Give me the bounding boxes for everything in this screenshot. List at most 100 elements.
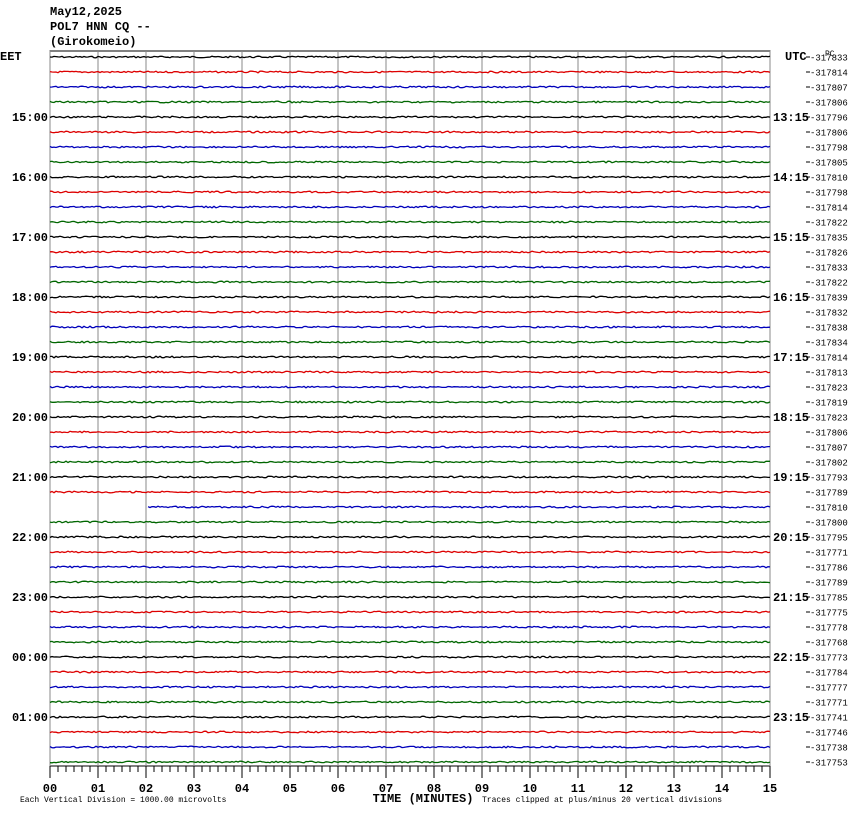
trace (49, 745, 771, 749)
x-tick-label: 07 (379, 782, 393, 796)
utc-hour: 22:15 (773, 651, 809, 665)
trace-offset: -317800 (810, 518, 848, 528)
right-heading: UTC (785, 50, 807, 64)
trace (49, 265, 771, 269)
trace-offset: -317839 (810, 293, 848, 303)
eet-hour: 21:00 (12, 471, 48, 485)
x-tick-label: 08 (427, 782, 441, 796)
trace (49, 670, 770, 674)
eet-hour: 17:00 (12, 231, 48, 245)
eet-hour: 20:00 (12, 411, 48, 425)
trace-offset: -317775 (810, 608, 848, 618)
trace-offset: -317806 (810, 428, 848, 438)
trace-offset: -317789 (810, 488, 848, 498)
trace-offset: -317834 (810, 338, 848, 348)
x-tick-label: 14 (715, 782, 729, 796)
utc-hour: 21:15 (773, 591, 809, 605)
x-tick-label: 10 (523, 782, 537, 796)
trace (49, 715, 771, 719)
trace (49, 310, 771, 314)
trace (49, 640, 771, 644)
x-tick-label: 01 (91, 782, 105, 796)
trace (49, 115, 771, 119)
trace-offset: -317771 (810, 548, 848, 558)
x-tick-label: 11 (571, 782, 585, 796)
trace-offset: -317832 (810, 308, 848, 318)
utc-hour: 20:15 (773, 531, 809, 545)
utc-hour: 15:15 (773, 231, 809, 245)
trace (49, 415, 771, 419)
left-heading: EET (0, 50, 22, 64)
clip-note: Traces clipped at plus/minus 20 vertical… (482, 796, 722, 805)
trace-offset: -317838 (810, 323, 848, 333)
trace (49, 760, 771, 764)
trace (49, 565, 771, 569)
trace (49, 250, 771, 254)
utc-hour: 16:15 (773, 291, 809, 305)
trace-offset: -317798 (810, 143, 848, 153)
trace (49, 655, 771, 659)
trace (49, 190, 771, 194)
location: (Girokomeio) (50, 35, 136, 49)
utc-hour: 14:15 (773, 171, 809, 185)
utc-hour: 13:15 (773, 111, 809, 125)
trace (49, 550, 771, 554)
x-tick-label: 03 (187, 782, 201, 796)
trace-offset: -317810 (810, 173, 848, 183)
utc-hour: 23:15 (773, 711, 809, 725)
eet-hour: 23:00 (12, 591, 48, 605)
trace-offset: -317806 (810, 98, 848, 108)
trace (49, 340, 771, 344)
trace-offset: -317778 (810, 623, 848, 633)
trace (50, 430, 771, 434)
eet-hour: 01:00 (12, 711, 48, 725)
x-tick-label: 05 (283, 782, 297, 796)
trace-offset: -317822 (810, 278, 848, 288)
trace (49, 370, 771, 374)
trace (49, 625, 771, 629)
trace-offset: -317771 (810, 698, 848, 708)
trace (49, 580, 771, 584)
utc-hour: 18:15 (773, 411, 809, 425)
trace (49, 295, 771, 299)
trace (49, 520, 771, 524)
trace-offset: -317738 (810, 743, 848, 753)
x-tick-label: 02 (139, 782, 153, 796)
x-tick-label: 13 (667, 782, 681, 796)
trace (49, 535, 771, 539)
trace (49, 130, 771, 134)
trace-offset: -317773 (810, 653, 848, 663)
utc-hour: 17:15 (773, 351, 809, 365)
trace (49, 100, 771, 104)
trace-offset: -317741 (810, 713, 848, 723)
eet-hour: 18:00 (12, 291, 48, 305)
trace (49, 160, 771, 164)
trace (49, 475, 770, 479)
trace (147, 505, 771, 509)
trace (50, 235, 771, 239)
trace-offset: -317753 (810, 758, 848, 768)
trace (49, 205, 771, 209)
trace (49, 145, 771, 149)
trace-offset: -317814 (810, 68, 848, 78)
trace-offset: -317823 (810, 383, 848, 393)
trace (49, 325, 771, 329)
x-tick-label: 09 (475, 782, 489, 796)
trace (49, 280, 771, 284)
trace-offset: -317805 (810, 158, 848, 168)
trace-offset: -317823 (810, 413, 848, 423)
eet-hour: 19:00 (12, 351, 48, 365)
trace-offset: -317793 (810, 473, 848, 483)
trace-offset: -317784 (810, 668, 848, 678)
trace (49, 610, 771, 614)
trace-offset: -317768 (810, 638, 848, 648)
x-tick-label: 00 (43, 782, 57, 796)
trace (49, 460, 770, 464)
trace-offset: -317814 (810, 203, 848, 213)
trace-offset: -317777 (810, 683, 848, 693)
trace-offset: -317810 (810, 503, 848, 513)
trace (50, 355, 771, 359)
trace (49, 55, 771, 59)
trace-offset: -317833 (810, 53, 848, 63)
